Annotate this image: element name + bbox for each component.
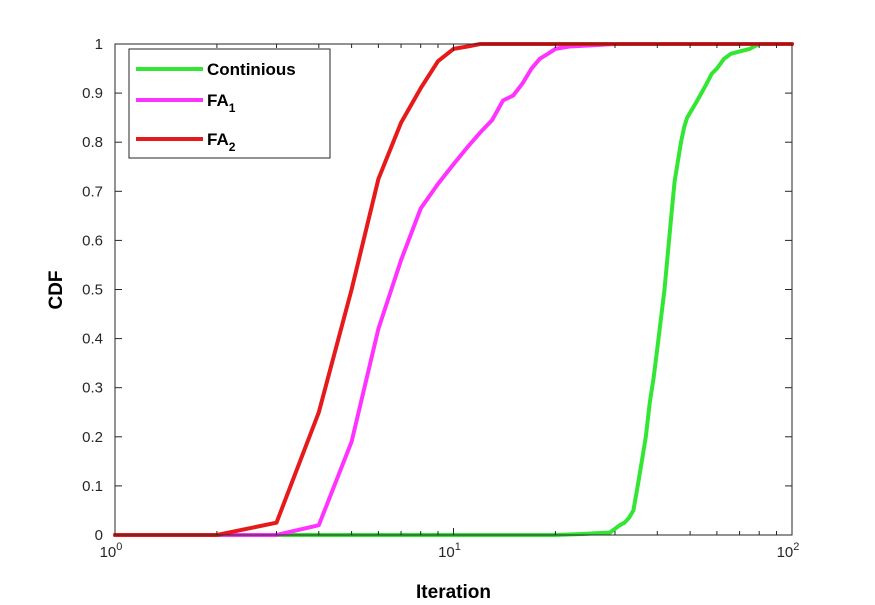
series-line-2 bbox=[113, 42, 794, 537]
tick-layer: 0 0.1 0.2 0.3 0.4 0.5 0.6 0.7 0.8 0.9 1 100 101 102 bbox=[82, 36, 799, 561]
legend-label: FA2 bbox=[207, 130, 236, 154]
series-line-3 bbox=[113, 42, 794, 537]
y-tick-label: 0.1 bbox=[82, 478, 103, 495]
y-tick-label: 0.8 bbox=[82, 134, 103, 151]
x-axis-label: Iteration bbox=[416, 582, 491, 603]
y-axis-label: CDF bbox=[46, 270, 67, 309]
legend-label: Continious bbox=[207, 60, 296, 79]
legend: Continious FA1 FA2 bbox=[128, 48, 331, 159]
y-tick-label: 1 bbox=[95, 36, 103, 53]
series-layer bbox=[113, 42, 794, 537]
y-tick-label: 0.5 bbox=[82, 282, 103, 299]
y-tick-label: 0.9 bbox=[82, 85, 103, 102]
y-tick-label: 0.3 bbox=[82, 380, 103, 397]
legend-label: FA1 bbox=[207, 91, 236, 115]
x-tick-label: 100 bbox=[100, 541, 123, 561]
y-tick-label: 0 bbox=[95, 527, 103, 544]
y-tick-label: 0.7 bbox=[82, 183, 103, 200]
x-tick-label: 101 bbox=[438, 541, 461, 561]
x-tick-label: 102 bbox=[777, 541, 800, 561]
series-line-1 bbox=[113, 42, 794, 537]
y-tick-label: 0.2 bbox=[82, 429, 103, 446]
y-tick-label: 0.6 bbox=[82, 232, 103, 249]
y-tick-label: 0.4 bbox=[82, 331, 103, 348]
